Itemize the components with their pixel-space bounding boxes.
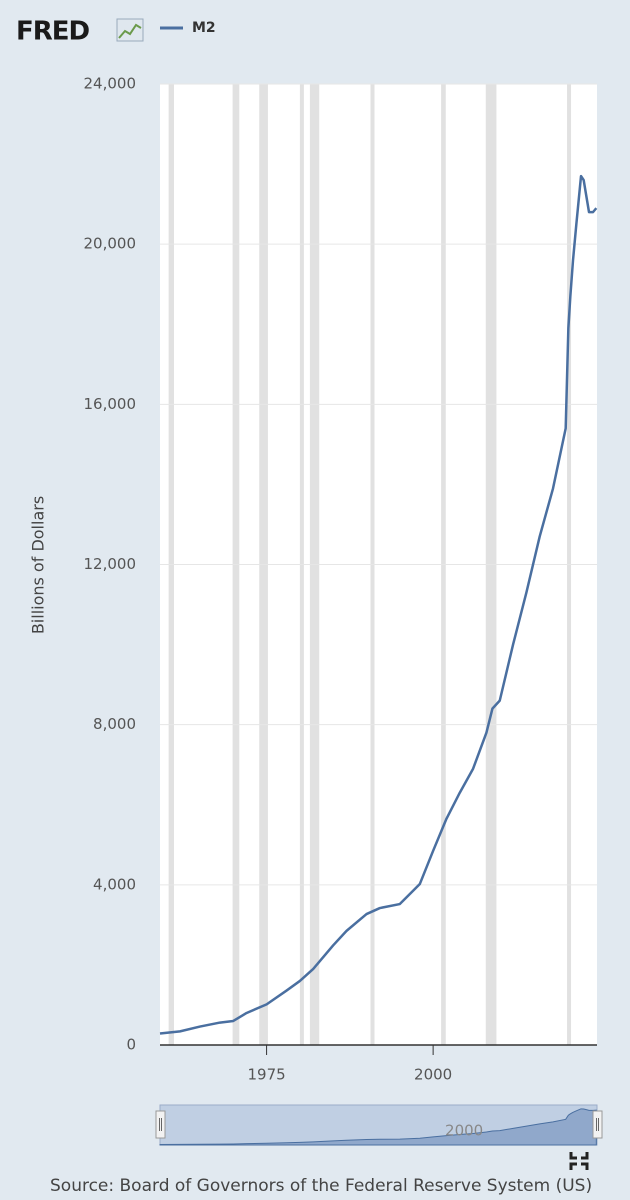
y-tick-label: 8,000 xyxy=(93,715,136,733)
y-axis-title: Billions of Dollars xyxy=(29,496,48,634)
legend-label: M2 xyxy=(192,20,216,36)
y-tick-label: 20,000 xyxy=(84,235,137,253)
x-tick-label: 1975 xyxy=(247,1066,285,1084)
x-tick-label: 2000 xyxy=(414,1066,452,1084)
series-line xyxy=(159,174,598,1035)
y-tick-label: 16,000 xyxy=(84,395,137,413)
logo-icon xyxy=(116,18,144,42)
navigator-tick-label: 2000 xyxy=(445,1122,483,1140)
fullscreen-button[interactable] xyxy=(569,1152,589,1170)
source: Source: Board of Governors of the Federa… xyxy=(50,1176,592,1196)
logo: FRED xyxy=(16,17,90,47)
navigator-handle[interactable] xyxy=(155,1110,166,1139)
y-tick-label: 12,000 xyxy=(84,555,137,573)
y-tick-label: 0 xyxy=(126,1036,136,1054)
navigator-area xyxy=(159,1108,597,1146)
navigator-handle[interactable] xyxy=(592,1110,603,1139)
y-tick-label: 4,000 xyxy=(93,875,136,893)
y-tick-label: 24,000 xyxy=(84,75,137,93)
